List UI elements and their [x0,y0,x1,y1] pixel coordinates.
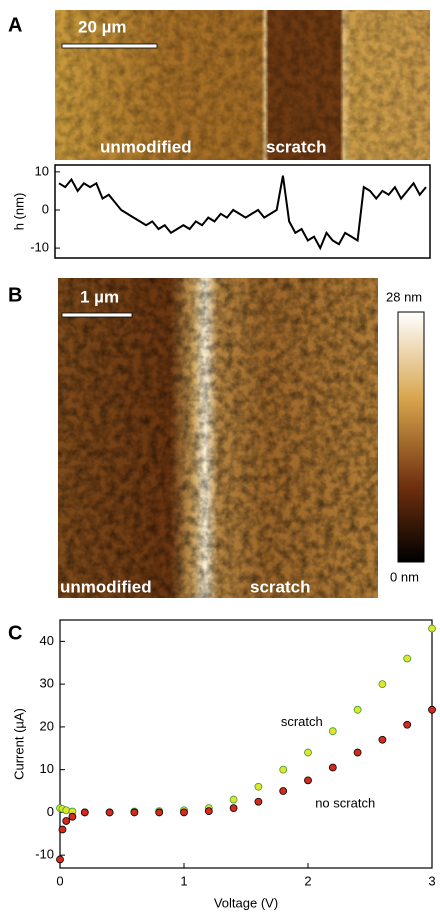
data-point [379,681,386,688]
scale-bar-label: 20 µm [78,17,127,36]
data-point [59,826,66,833]
data-point [205,808,212,815]
region-label: unmodified [100,137,192,156]
data-point [255,798,262,805]
y-tick-label: -10 [35,847,54,862]
x-tick-label: 1 [180,873,187,888]
profile-line [59,176,426,248]
data-point [63,817,70,824]
data-point [429,706,436,713]
y-tick-label: 20 [40,718,54,733]
scale-bar-label: 1 µm [80,287,119,306]
figure: A 20 µm unmodified scratch B 1 µm unmodi… [0,0,440,916]
data-point [354,706,361,713]
data-point [404,655,411,662]
y-tick-label: 40 [40,633,54,648]
page: A 20 µm unmodified scratch B 1 µm unmodi… [0,0,440,916]
data-point [280,766,287,773]
series-label: scratch [281,714,323,729]
data-point [131,809,138,816]
data-point [280,788,287,795]
panel-letter: C [8,622,22,644]
data-point [255,783,262,790]
scale-bar [62,313,132,317]
y-tick-label: -10 [30,240,49,255]
data-point [230,805,237,812]
afm-texture [58,278,378,598]
x-tick-label: 2 [304,873,311,888]
y-tick-label: 0 [42,201,49,216]
x-tick-label: 3 [428,873,435,888]
data-point [106,809,113,816]
data-point [57,856,64,863]
y-tick-label: 30 [40,676,54,691]
data-point [230,796,237,803]
series-label: no scratch [315,796,375,811]
x-axis-label: Voltage (V) [214,895,278,910]
scale-bar [62,44,157,48]
region-label: scratch [250,577,310,596]
data-point [305,777,312,784]
colorbar-label: 0 nm [390,569,419,584]
data-point [329,728,336,735]
data-point [354,749,361,756]
data-point [329,764,336,771]
data-point [181,809,188,816]
y-axis-label: h (nm) [11,193,26,231]
plot-frame [55,165,430,258]
y-tick-label: 0 [47,804,54,819]
data-point [429,625,436,632]
colorbar [398,312,424,562]
data-point [305,749,312,756]
y-tick-label: 10 [35,163,49,178]
data-point [379,736,386,743]
data-point [156,809,163,816]
colorbar-label: 28 nm [386,289,422,304]
x-tick-label: 0 [56,873,63,888]
plot-frame [60,620,432,868]
panel-letter: B [8,284,22,306]
y-axis-label: Current (µA) [11,708,26,780]
panel-letter: A [8,14,22,36]
region-label: scratch [266,137,326,156]
data-point [69,813,76,820]
data-point [404,721,411,728]
data-point [81,809,88,816]
y-tick-label: 10 [40,761,54,776]
data-point [63,807,70,814]
region-label: unmodified [60,577,152,596]
